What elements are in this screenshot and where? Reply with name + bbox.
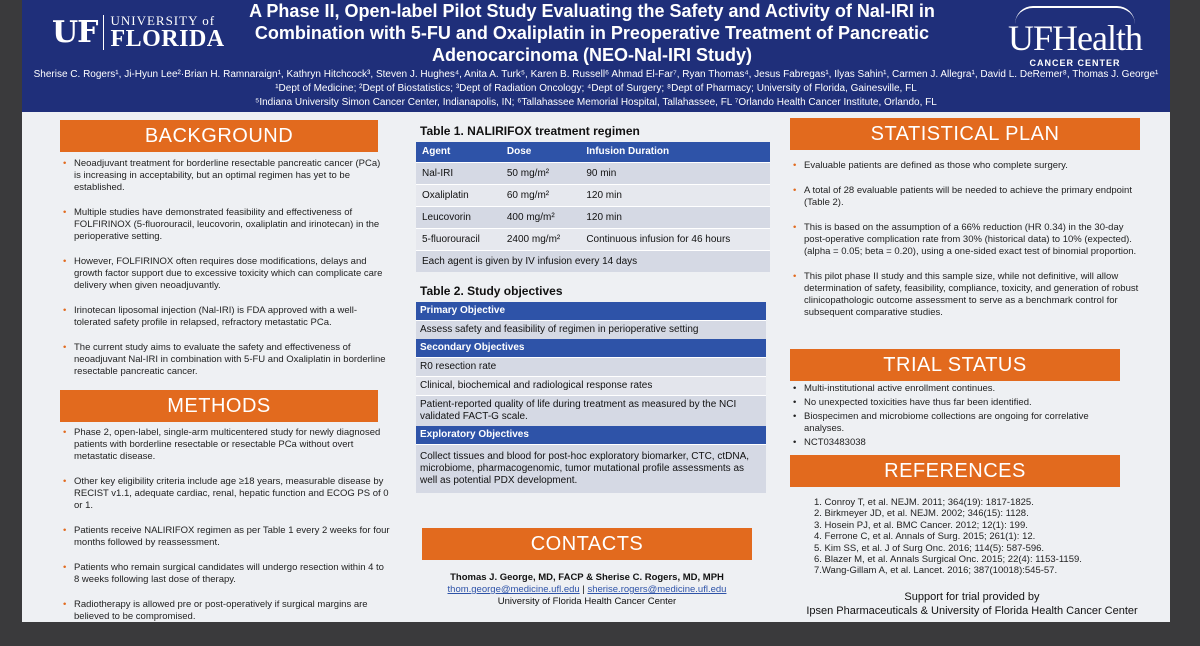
email-separator: | — [579, 584, 588, 595]
support-line-2: Ipsen Pharmaceuticals & University of Fl… — [806, 605, 1138, 617]
table-header: Agent — [416, 142, 501, 162]
table-row: 5-fluorouracil 2400 mg/m² Continuous inf… — [416, 227, 770, 250]
objective-row: Assess safety and feasibility of regimen… — [416, 320, 766, 339]
duration-cell: Continuous infusion for 46 hours — [580, 227, 770, 250]
objective-row: Collect tissues and blood for post-hoc e… — [416, 444, 766, 493]
background-bullet: However, FOLFIRINOX often requires dose … — [60, 256, 388, 292]
references-heading: REFERENCES — [790, 455, 1120, 487]
support-statement: Support for trial provided by Ipsen Phar… — [782, 590, 1162, 618]
status-bullet: Multi-institutional active enrollment co… — [790, 383, 1120, 395]
poster-title: A Phase II, Open-label Pilot Study Evalu… — [222, 0, 962, 66]
objective-row: Clinical, biochemical and radiological r… — [416, 376, 766, 395]
dose-cell: 60 mg/m² — [500, 183, 581, 206]
uf-health-name: UFHealth — [1008, 18, 1143, 58]
uf-logo-mark: UF — [52, 15, 105, 50]
title-line-2: Combination with 5-FU and Oxaliplatin in… — [254, 23, 930, 43]
dose-cell: 50 mg/m² — [500, 161, 581, 184]
uf-health-sub: CANCER CENTER — [1029, 58, 1121, 68]
table-row: Nal-IRI 50 mg/m² 90 min — [416, 161, 770, 184]
reference-item: 2. Birkmeyer JD, et al. NEJM. 2002; 346(… — [814, 508, 1029, 520]
contacts-block: Thomas J. George, MD, FACP & Sherise C. … — [422, 560, 752, 608]
affiliations-2: ⁵Indiana University Simon Cancer Center,… — [255, 97, 937, 108]
table-row: Each agent is given by IV infusion every… — [416, 249, 770, 272]
uf-logo: UF UNIVERSITY of FLORIDA — [52, 14, 225, 51]
trial-status-list: Multi-institutional active enrollment co… — [790, 383, 1120, 451]
primary-objective-heading: Primary Objective — [416, 302, 766, 320]
support-line-1: Support for trial provided by — [904, 591, 1040, 603]
stat-bullet: Evaluable patients are defined as those … — [790, 160, 1140, 172]
background-bullet: The current study aims to evaluate the s… — [60, 342, 388, 378]
reference-item: 1. Conroy T, et al. NEJM. 2011; 364(19):… — [814, 497, 1034, 508]
uf-health-logo: UFHealth CANCER CENTER — [1008, 6, 1143, 68]
objectives-table: Primary Objective Assess safety and feas… — [416, 302, 766, 493]
statistical-plan-list: Evaluable patients are defined as those … — [790, 160, 1140, 332]
background-bullet: Irinotecan liposomal injection (Nal-IRI)… — [60, 305, 388, 329]
reference-item: 6. Blazer M, et al. Annals Surgical Onc.… — [814, 554, 1082, 566]
table1-caption: Table 1. NALIRIFOX treatment regimen — [420, 124, 640, 138]
contact-names: Thomas J. George, MD, FACP & Sherise C. … — [450, 572, 724, 583]
reference-item: 3. Hosein PJ, et al. BMC Cancer. 2012; 1… — [814, 519, 1028, 531]
status-bullet: Biospecimen and microbiome collections a… — [790, 411, 1120, 435]
table2-caption: Table 2. Study objectives — [420, 284, 563, 298]
table-footer-cell: Each agent is given by IV infusion every… — [416, 249, 770, 272]
dose-cell: 400 mg/m² — [500, 205, 581, 228]
stat-bullet: This is based on the assumption of a 66%… — [790, 222, 1140, 258]
uf-logo-small: UNIVERSITY of — [110, 13, 216, 28]
contact-institution: University of Florida Health Cancer Cent… — [497, 596, 677, 607]
agent-cell: Nal-IRI — [416, 161, 501, 184]
stat-bullet: This pilot phase II study and this sampl… — [790, 271, 1140, 319]
email-link-rogers[interactable]: sherise.rogers@medicine.ufl.edu — [587, 584, 727, 595]
methods-bullet: Phase 2, open-label, single-arm multicen… — [60, 427, 390, 463]
affiliations-1: ¹Dept of Medicine; ²Dept of Biostatistic… — [275, 83, 917, 94]
contact-emails: thom.george@medicine.ufl.edu | sherise.r… — [422, 584, 752, 596]
reference-item: 5. Kim SS, et al. J of Surg Onc. 2016; 1… — [814, 542, 1045, 554]
logo-arc-icon — [1015, 6, 1135, 24]
trial-status-heading: TRIAL STATUS — [790, 349, 1120, 381]
duration-cell: 120 min — [580, 205, 770, 228]
table-row: Leucovorin 400 mg/m² 120 min — [416, 205, 770, 228]
methods-list: Phase 2, open-label, single-arm multicen… — [60, 427, 390, 622]
title-line-3: Adenocarcinoma (NEO-Nal-IRI Study) — [431, 45, 753, 65]
title-line-1: A Phase II, Open-label Pilot Study Evalu… — [249, 1, 935, 21]
email-link-george[interactable]: thom.george@medicine.ufl.edu — [447, 584, 580, 595]
contacts-heading: CONTACTS — [422, 528, 752, 560]
methods-heading: METHODS — [60, 390, 378, 422]
methods-bullet: Other key eligibility criteria include a… — [60, 476, 390, 512]
background-bullet: Multiple studies have demonstrated feasi… — [60, 207, 388, 243]
poster: UF UNIVERSITY of FLORIDA A Phase II, Ope… — [22, 0, 1170, 622]
methods-bullet: Patients receive NALIRIFOX regimen as pe… — [60, 525, 390, 549]
secondary-objective-heading: Secondary Objectives — [416, 339, 766, 357]
duration-cell: 90 min — [580, 161, 770, 184]
author-block: Sherise C. Rogers¹, Ji-Hyun Lee²·Brian H… — [22, 68, 1170, 110]
uf-logo-big: FLORIDA — [110, 26, 225, 52]
objective-row: R0 resection rate — [416, 357, 766, 376]
references-list: 1. Conroy T, et al. NEJM. 2011; 364(19):… — [814, 497, 1082, 577]
poster-header: UF UNIVERSITY of FLORIDA A Phase II, Ope… — [22, 0, 1170, 112]
dose-cell: 2400 mg/m² — [500, 227, 581, 250]
agent-cell: Leucovorin — [416, 205, 501, 228]
methods-bullet: Radiotherapy is allowed pre or post-oper… — [60, 599, 390, 622]
exploratory-objective-heading: Exploratory Objectives — [416, 426, 766, 444]
methods-bullet: Patients who remain surgical candidates … — [60, 562, 390, 586]
agent-cell: Oxaliplatin — [416, 183, 501, 206]
table-header: Infusion Duration — [580, 142, 770, 162]
table-row: Oxaliplatin 60 mg/m² 120 min — [416, 183, 770, 206]
author-list: Sherise C. Rogers¹, Ji-Hyun Lee²·Brian H… — [33, 69, 1159, 80]
background-list: Neoadjuvant treatment for borderline res… — [60, 158, 388, 391]
table-header: Dose — [500, 142, 581, 162]
statistical-plan-heading: STATISTICAL PLAN — [790, 118, 1140, 150]
objective-row: Patient-reported quality of life during … — [416, 395, 766, 426]
background-heading: BACKGROUND — [60, 120, 378, 152]
background-bullet: Neoadjuvant treatment for borderline res… — [60, 158, 388, 194]
status-bullet: No unexpected toxicities have thus far b… — [790, 397, 1120, 409]
stat-bullet: A total of 28 evaluable patients will be… — [790, 185, 1140, 209]
duration-cell: 120 min — [580, 183, 770, 206]
reference-item: 7.Wang-Gillam A, et al. Lancet. 2016; 38… — [814, 565, 1058, 577]
status-bullet: NCT03483038 — [790, 437, 1120, 449]
regimen-table: Agent Dose Infusion Duration Nal-IRI 50 … — [416, 142, 770, 272]
agent-cell: 5-fluorouracil — [416, 227, 501, 250]
reference-item: 4. Ferrone C, et al. Annals of Surg. 201… — [814, 531, 1036, 543]
